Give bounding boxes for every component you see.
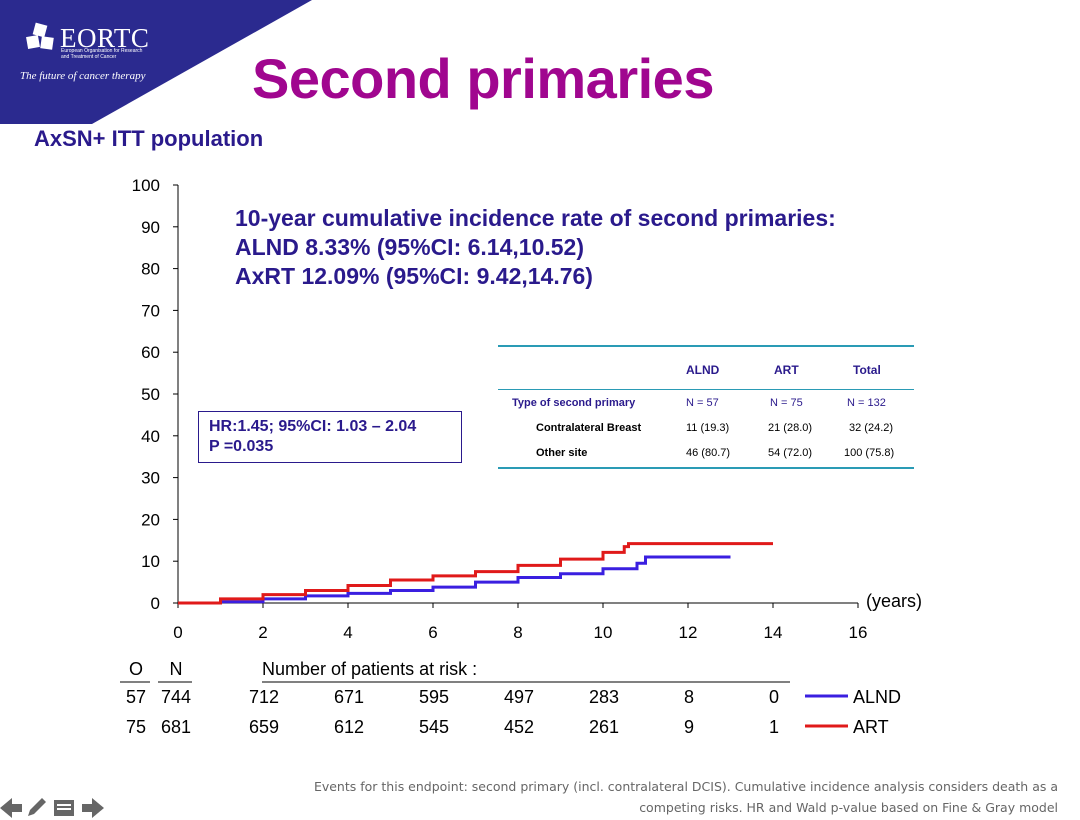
risk-count: 8	[684, 687, 694, 707]
legend-label-art: ART	[853, 717, 889, 737]
risk-count: 545	[419, 717, 449, 737]
eortc-logo: EORTC European Organisation for Research…	[20, 22, 150, 82]
y-tick-label: 30	[141, 469, 160, 488]
slide-nav	[0, 798, 104, 818]
second-primary-table: ALND ART Total Type of second primary N …	[498, 345, 914, 469]
risk-count: 261	[589, 717, 619, 737]
pen-icon[interactable]	[28, 798, 46, 816]
risk-count: 595	[419, 687, 449, 707]
risk-count: 9	[684, 717, 694, 737]
incidence-annotation: 10-year cumulative incidence rate of sec…	[235, 204, 836, 291]
table-row: Type of second primary N = 57 N = 75 N =…	[512, 397, 886, 409]
series-line-art	[178, 542, 773, 605]
y-tick-label: 80	[141, 260, 160, 279]
risk-o-header: O	[129, 659, 143, 679]
notes-icon[interactable]	[54, 800, 74, 816]
risk-count: 497	[504, 687, 534, 707]
col-alnd: ALND	[686, 363, 720, 377]
footnote-line2: competing risks. HR and Wald p-value bas…	[639, 800, 1058, 815]
hazard-ratio-box: HR:1.45; 95%CI: 1.03 – 2.04 P =0.035	[198, 411, 462, 463]
y-tick-label: 40	[141, 427, 160, 446]
eortc-mark-icon	[26, 22, 54, 50]
risk-o-value: 57	[126, 687, 146, 707]
x-tick-label: 14	[764, 623, 783, 642]
risk-count: 0	[769, 687, 779, 707]
risk-count: 659	[249, 717, 279, 737]
y-tick-label: 90	[141, 218, 160, 237]
y-tick-label: 50	[141, 385, 160, 404]
org-subtitle: European Organisation for Research and T…	[61, 48, 143, 60]
arrow-left-icon[interactable]	[0, 798, 22, 818]
risk-count: 712	[249, 687, 279, 707]
risk-count: 1	[769, 717, 779, 737]
footnote-line1: Events for this endpoint: second primary…	[313, 779, 1058, 794]
y-tick-label: 70	[141, 301, 160, 320]
slide-title: Second primaries	[252, 47, 714, 110]
y-tick-label: 20	[141, 510, 160, 529]
risk-n-header: N	[170, 659, 183, 679]
x-tick-label: 2	[258, 623, 267, 642]
risk-o-value: 75	[126, 717, 146, 737]
legend-label-alnd: ALND	[853, 687, 901, 707]
table-header-row: ALND ART Total	[498, 347, 914, 389]
col-total: Total	[853, 363, 881, 377]
x-tick-label: 0	[173, 623, 182, 642]
annotation-line1: 10-year cumulative incidence rate of sec…	[235, 205, 836, 231]
org-name: EORTC	[60, 23, 150, 53]
annotation-line2: ALND 8.33% (95%CI: 6.14,10.52)	[235, 234, 584, 260]
table-row: Other site 46 (80.7) 54 (72.0) 100 (75.8…	[536, 447, 895, 459]
risk-n-value: 744	[161, 687, 191, 707]
x-tick-label: 8	[513, 623, 522, 642]
risk-table-label: Number of patients at risk :	[262, 659, 477, 679]
x-tick-label: 12	[679, 623, 698, 642]
x-tick-label: 16	[849, 623, 868, 642]
col-art: ART	[774, 363, 799, 377]
risk-count: 283	[589, 687, 619, 707]
corner-banner	[0, 0, 312, 124]
series-line-alnd	[178, 555, 731, 605]
hr-line: HR:1.45; 95%CI: 1.03 – 2.04	[209, 418, 417, 435]
y-tick-label: 0	[151, 594, 160, 613]
slide-subtitle: AxSN+ ITT population	[34, 126, 264, 151]
x-tick-label: 6	[428, 623, 437, 642]
p-value-line: P =0.035	[209, 438, 274, 455]
x-tick-label: 10	[594, 623, 613, 642]
annotation-line3: AxRT 12.09% (95%CI: 9.42,14.76)	[235, 263, 593, 289]
x-axis-label: (years)	[866, 591, 922, 611]
risk-count: 612	[334, 717, 364, 737]
risk-count: 452	[504, 717, 534, 737]
footnote: Events for this endpoint: second primary…	[238, 776, 1058, 818]
y-tick-label: 100	[132, 176, 160, 195]
table-row: Contralateral Breast 11 (19.3) 21 (28.0)…	[536, 422, 894, 434]
arrow-right-icon[interactable]	[82, 798, 104, 818]
risk-count: 671	[334, 687, 364, 707]
risk-n-value: 681	[161, 717, 191, 737]
y-tick-label: 10	[141, 552, 160, 571]
y-tick-label: 60	[141, 343, 160, 362]
x-tick-label: 4	[343, 623, 352, 642]
org-tagline: The future of cancer therapy	[20, 70, 146, 82]
